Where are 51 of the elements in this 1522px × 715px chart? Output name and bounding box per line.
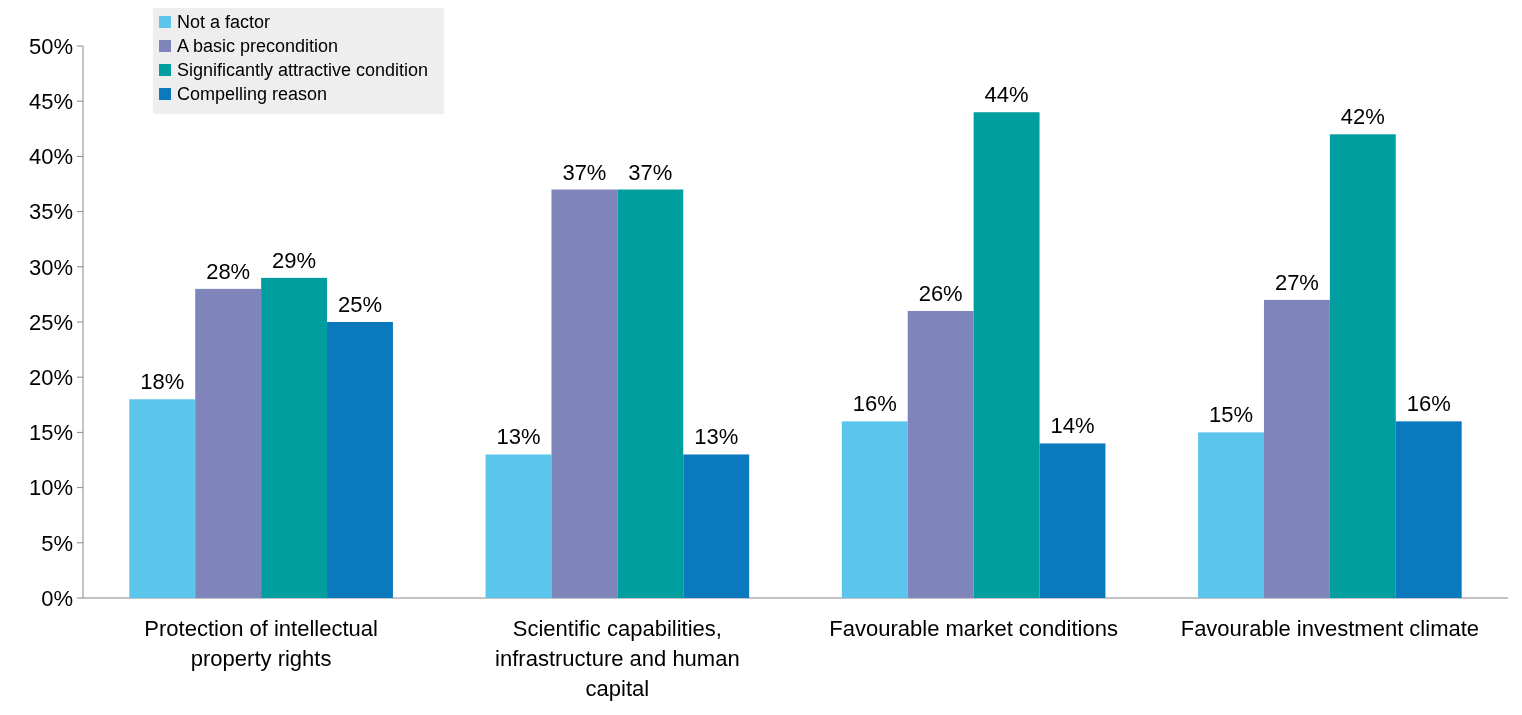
x-tick-label: Protection of intellectual property rights — [144, 616, 378, 671]
y-tick-label: 30% — [28, 254, 73, 280]
bar — [261, 277, 328, 598]
legend-label: Significantly attractive condition — [177, 60, 429, 81]
data-label: 44% — [984, 82, 1029, 108]
bar — [1198, 432, 1264, 598]
bar — [617, 189, 684, 598]
legend-label: A basic precondition — [177, 36, 339, 57]
bar — [551, 189, 618, 598]
data-label: 16% — [852, 391, 897, 417]
y-tick-label: 45% — [28, 88, 73, 114]
data-label: 13% — [496, 424, 541, 450]
bar — [327, 322, 393, 598]
bar — [907, 310, 974, 598]
data-label: 14% — [1050, 413, 1095, 439]
data-label: 18% — [140, 369, 185, 395]
data-label: 15% — [1208, 402, 1254, 428]
bar — [129, 399, 196, 598]
x-tick-label: Scientific capabilities, infrastructure and human capital — [495, 616, 740, 701]
legend-label: Not a factor — [177, 12, 271, 33]
data-label: 26% — [918, 280, 963, 306]
y-tick-label: 5% — [41, 530, 73, 556]
bar — [683, 454, 750, 598]
data-label: 37% — [628, 159, 673, 185]
data-label: 25% — [337, 292, 383, 317]
data-label: 13% — [694, 424, 739, 450]
data-label: 28% — [206, 258, 251, 284]
y-tick-label: 35% — [28, 199, 73, 225]
bar — [485, 454, 552, 598]
y-tick-label: 40% — [28, 144, 73, 170]
x-tick-label: Favourable market conditions — [829, 616, 1118, 641]
bar — [841, 421, 908, 598]
data-label: 16% — [1406, 391, 1451, 417]
bar — [973, 112, 1040, 598]
bar — [195, 288, 262, 598]
y-tick-label: 10% — [28, 475, 73, 501]
bar — [1329, 134, 1396, 598]
y-tick-label: 15% — [28, 420, 73, 446]
bar — [1395, 421, 1462, 598]
y-tick-label: 25% — [28, 309, 73, 335]
y-tick-label: 20% — [28, 364, 73, 390]
data-label: 27% — [1274, 269, 1319, 295]
data-label: 37% — [562, 159, 607, 185]
data-label: 42% — [1340, 104, 1385, 130]
x-tick-label: Favourable investment climate — [1180, 616, 1480, 641]
bar — [1263, 299, 1330, 598]
y-tick-label: 0% — [41, 585, 73, 611]
bar — [1039, 443, 1106, 598]
data-label: 29% — [272, 247, 317, 273]
legend-label: Compelling reason — [177, 84, 328, 105]
y-tick-label: 50% — [28, 33, 73, 59]
